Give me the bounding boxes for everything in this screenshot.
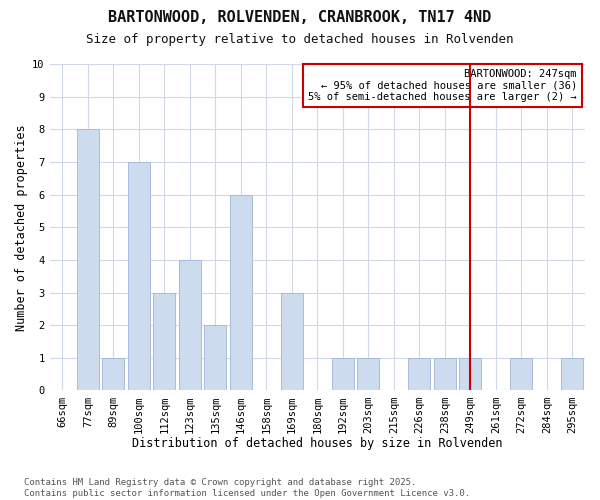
Bar bbox=[154, 292, 175, 390]
Bar bbox=[434, 358, 455, 390]
Bar bbox=[358, 358, 379, 390]
Bar bbox=[179, 260, 200, 390]
Bar bbox=[562, 358, 583, 390]
Text: Size of property relative to detached houses in Rolvenden: Size of property relative to detached ho… bbox=[86, 32, 514, 46]
X-axis label: Distribution of detached houses by size in Rolvenden: Distribution of detached houses by size … bbox=[132, 437, 503, 450]
Y-axis label: Number of detached properties: Number of detached properties bbox=[15, 124, 28, 330]
Text: BARTONWOOD, ROLVENDEN, CRANBROOK, TN17 4ND: BARTONWOOD, ROLVENDEN, CRANBROOK, TN17 4… bbox=[109, 10, 491, 25]
Bar bbox=[103, 358, 124, 390]
Bar bbox=[332, 358, 353, 390]
Bar bbox=[460, 358, 481, 390]
Bar bbox=[281, 292, 302, 390]
Bar bbox=[230, 194, 251, 390]
Bar bbox=[77, 130, 98, 390]
Text: Contains HM Land Registry data © Crown copyright and database right 2025.
Contai: Contains HM Land Registry data © Crown c… bbox=[24, 478, 470, 498]
Bar bbox=[511, 358, 532, 390]
Text: BARTONWOOD: 247sqm
← 95% of detached houses are smaller (36)
5% of semi-detached: BARTONWOOD: 247sqm ← 95% of detached hou… bbox=[308, 69, 577, 102]
Bar bbox=[128, 162, 149, 390]
Bar bbox=[409, 358, 430, 390]
Bar bbox=[205, 325, 226, 390]
